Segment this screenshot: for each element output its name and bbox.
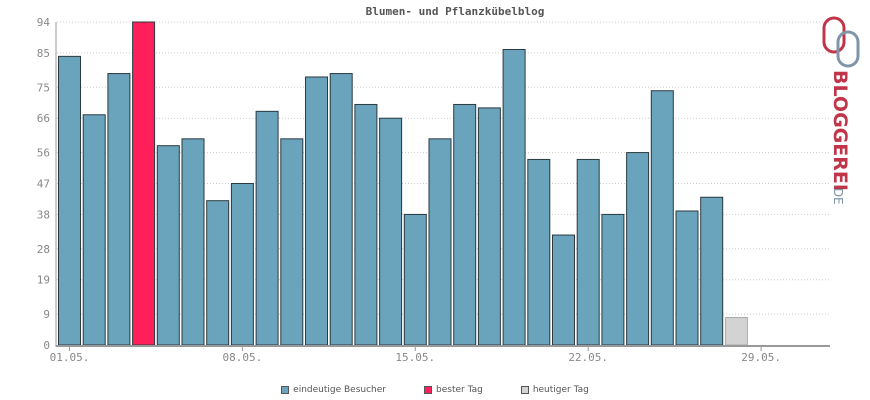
legend-label-best-day: bester Tag: [436, 385, 483, 395]
bars: [58, 21, 748, 346]
bar: [280, 138, 304, 346]
bloggerei-logo: BLOGGEREI .DE: [812, 16, 868, 216]
bar: [453, 103, 477, 346]
y-tick-label: 66: [37, 112, 50, 125]
chart-title: Blumen- und Pflanzkübelblog: [366, 5, 545, 18]
bar: [329, 73, 353, 346]
x-axis-ticks: 01.05. 08.05. 15.05. 22.05. 29.05.: [50, 347, 781, 364]
y-tick-label: 75: [37, 81, 50, 94]
legend-item-visitors: eindeutige Besucher: [281, 385, 386, 395]
logo-text-suffix: .DE: [831, 184, 845, 205]
bar-today: [724, 317, 748, 346]
bar: [156, 145, 180, 346]
x-tick-label: 08.05.: [223, 351, 263, 364]
bar: [58, 55, 81, 346]
legend-label-visitors: eindeutige Besucher: [293, 385, 386, 395]
x-tick-label: 01.05.: [50, 351, 90, 364]
y-tick-label: 38: [37, 208, 50, 221]
y-tick-label: 56: [37, 147, 50, 160]
bar: [379, 117, 403, 346]
chart: Blumen- und Pflanzkübelblog 0 9 19 28 38 47 56…: [37, 5, 830, 364]
bar: [650, 90, 674, 346]
y-axis-ticks: 0 9 19 28 38 47 56 66 75 85 94: [37, 16, 51, 352]
bar: [354, 103, 378, 346]
x-tick-label: 15.05.: [395, 351, 435, 364]
grid-lines: [55, 21, 830, 347]
bar: [527, 158, 551, 346]
y-tick-label: 47: [37, 178, 50, 191]
legend-item-best-day: bester Tag: [424, 385, 483, 395]
bar: [181, 138, 205, 346]
bar: [428, 138, 452, 346]
bar: [552, 234, 575, 346]
y-tick-label: 94: [37, 16, 51, 29]
y-tick-label: 9: [43, 308, 50, 321]
bar: [82, 114, 106, 346]
bar: [206, 200, 230, 346]
y-tick-label: 19: [37, 274, 50, 287]
bar-best-day: [132, 21, 156, 346]
legend: eindeutige Besucher bester Tag heutiger …: [0, 385, 870, 395]
legend-swatch-today: [520, 386, 529, 394]
bar: [230, 183, 254, 346]
bar: [576, 158, 600, 346]
bar: [675, 210, 699, 346]
logo-text-main: BLOGGEREI: [829, 70, 851, 191]
legend-swatch-best-day: [424, 386, 432, 394]
y-tick-label: 85: [37, 47, 50, 60]
bar: [700, 196, 724, 346]
y-tick-label: 0: [43, 339, 50, 352]
bar: [626, 152, 650, 346]
x-tick-label: 29.05.: [741, 351, 781, 364]
bar: [255, 110, 279, 346]
legend-item-today: heutiger Tag: [520, 385, 589, 395]
bar: [107, 73, 131, 346]
bar: [403, 213, 427, 346]
bar: [477, 107, 501, 346]
bar: [305, 76, 328, 346]
bar: [601, 213, 625, 346]
legend-swatch-visitors: [281, 386, 290, 394]
y-tick-label: 28: [37, 243, 50, 256]
bar: [502, 48, 526, 346]
legend-label-today: heutiger Tag: [532, 385, 589, 395]
x-tick-label: 22.05.: [568, 351, 608, 364]
bloggerei-logo-graphic: BLOGGEREI .DE: [822, 16, 860, 205]
